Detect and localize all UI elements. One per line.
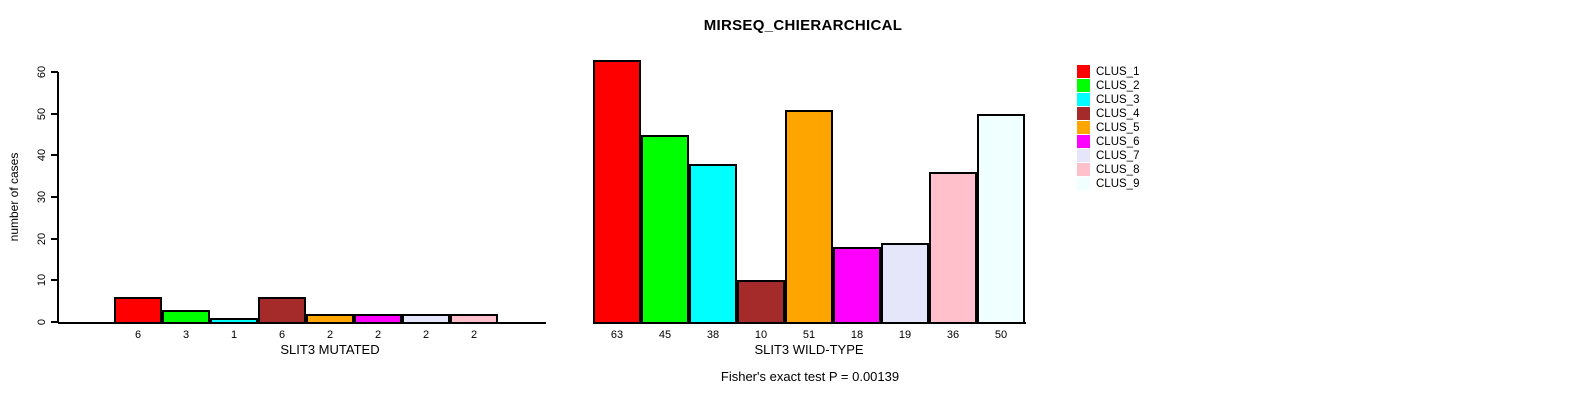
y-axis-tick (51, 237, 58, 240)
y-axis-tick-label: 30 (36, 190, 48, 204)
bar-CLUS_1 (593, 59, 641, 324)
bar-value-label: 63 (610, 329, 624, 341)
bar-CLUS_8 (929, 172, 977, 324)
x-axis-label: SLIT3 WILD-TYPE (754, 342, 864, 357)
y-axis-tick (51, 196, 58, 198)
y-axis-tick-label: 20 (36, 232, 48, 245)
bar-CLUS_3 (689, 163, 737, 324)
bar-value-label: 2 (374, 329, 382, 341)
y-axis-tick-label: 40 (36, 149, 48, 162)
y-axis-tick-label: 10 (36, 274, 48, 287)
bar-value-label: 3 (182, 329, 190, 341)
legend-swatch-CLUS_4 (1077, 107, 1090, 120)
bar-value-label: 6 (278, 329, 286, 341)
bar-value-label: 19 (898, 329, 912, 341)
y-axis-tick (51, 321, 58, 323)
bar-CLUS_1 (114, 297, 162, 324)
bar-value-label: 2 (470, 329, 478, 341)
fisher-test-note: Fisher's exact test P = 0.00139 (720, 369, 900, 384)
legend-label-CLUS_6: CLUS_6 (1096, 136, 1140, 148)
legend-swatch-CLUS_1 (1077, 65, 1090, 78)
bar-CLUS_2 (641, 134, 689, 324)
chart-title: MIRSEQ_CHIERARCHICAL (703, 17, 903, 34)
bar-value-label: 2 (422, 329, 430, 341)
bar-CLUS_9 (977, 113, 1025, 324)
legend-swatch-CLUS_8 (1077, 163, 1090, 176)
legend-label-CLUS_4: CLUS_4 (1096, 108, 1140, 120)
legend-label-CLUS_1: CLUS_1 (1096, 66, 1140, 78)
legend-label-CLUS_2: CLUS_2 (1096, 80, 1140, 92)
x-axis-label: SLIT3 MUTATED (280, 342, 380, 357)
legend-swatch-CLUS_5 (1077, 121, 1090, 134)
legend-swatch-CLUS_9 (1077, 177, 1090, 190)
y-axis-tick (51, 154, 58, 157)
legend-label-CLUS_5: CLUS_5 (1096, 122, 1140, 134)
y-axis-label: number of cases (7, 152, 21, 242)
bar-CLUS_6 (833, 247, 881, 324)
bar-value-label: 38 (706, 329, 720, 341)
bar-value-label: 36 (946, 329, 960, 341)
y-axis-tick (51, 279, 58, 282)
bar-value-label: 50 (994, 329, 1008, 341)
x-axis-line (593, 322, 1026, 324)
bar-value-label: 45 (658, 329, 672, 341)
bar-value-label: 1 (230, 329, 238, 341)
y-axis-tick-label: 50 (36, 107, 48, 120)
bar-CLUS_4 (258, 297, 306, 324)
legend-swatch-CLUS_2 (1077, 79, 1090, 92)
y-axis-tick-label: 60 (36, 65, 48, 79)
legend-label-CLUS_9: CLUS_9 (1096, 178, 1140, 190)
bar-value-label: 6 (134, 329, 142, 341)
legend-label-CLUS_3: CLUS_3 (1096, 94, 1140, 106)
bar-CLUS_5 (785, 109, 833, 324)
bar-value-label: 10 (754, 329, 768, 341)
legend-swatch-CLUS_6 (1077, 135, 1090, 148)
bar-CLUS_7 (881, 242, 929, 324)
legend-label-CLUS_8: CLUS_8 (1096, 164, 1140, 176)
legend-swatch-CLUS_7 (1077, 149, 1090, 162)
legend-label-CLUS_7: CLUS_7 (1096, 150, 1140, 162)
legend-swatch-CLUS_3 (1077, 93, 1090, 106)
y-axis-tick (51, 112, 58, 115)
x-axis-line (58, 322, 546, 324)
y-axis-tick (51, 71, 58, 73)
y-axis-line (57, 72, 59, 323)
y-axis-tick-label: 0 (36, 318, 48, 326)
bar-value-label: 18 (850, 329, 864, 341)
bar-value-label: 2 (326, 329, 334, 341)
bar-value-label: 51 (802, 329, 816, 341)
bar-CLUS_4 (737, 280, 785, 324)
